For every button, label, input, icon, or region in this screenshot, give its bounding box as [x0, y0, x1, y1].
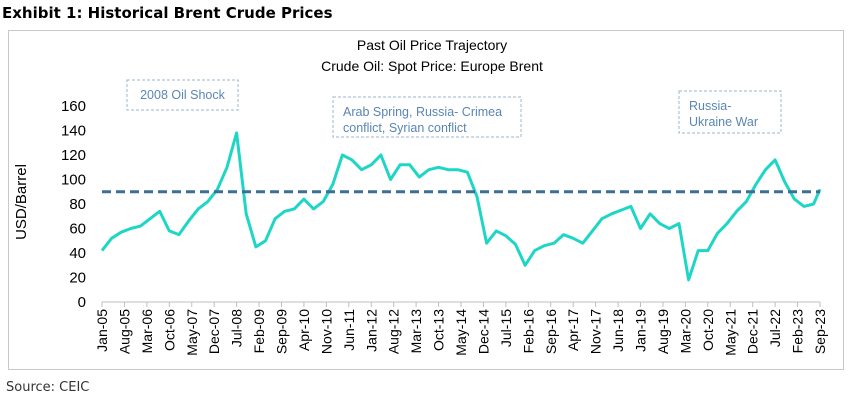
chart-subtitle: Crude Oil: Spot Price: Europe Brent — [321, 58, 543, 74]
annotations: 2008 Oil Shock Arab Spring, Russia- Crime… — [126, 79, 782, 138]
y-tick-label: 80 — [69, 196, 86, 213]
x-tick-label: May-07 — [184, 309, 200, 356]
x-tick-label: Dec-21 — [745, 309, 761, 354]
x-tick-label: Sep-16 — [543, 309, 559, 354]
x-tick-label: Dec-07 — [206, 309, 222, 354]
x-tick-label: Feb-09 — [251, 309, 267, 354]
x-tick-label: Jun-18 — [610, 309, 626, 352]
chart-title: Past Oil Price Trajectory — [357, 37, 507, 53]
brent-price-line — [100, 131, 822, 282]
x-tick-label: Aug-19 — [655, 309, 671, 354]
x-tick-label: Jul-15 — [498, 309, 514, 347]
x-tick-label: Jan-19 — [633, 309, 649, 352]
x-tick-label: Jan-05 — [94, 309, 110, 352]
annotation-text: Ukraine War — [689, 115, 758, 129]
annotation-box — [678, 90, 782, 134]
annotation-box — [332, 96, 522, 138]
x-axis-ticks: Jan-05 Aug-05 Mar-06 Oct-06 May-07 Dec-07 Jul-… — [94, 302, 828, 356]
chart-frame — [8, 30, 844, 370]
y-tick-label: 160 — [61, 98, 86, 115]
annotation-text: conflict, Syrian conflict — [343, 121, 467, 135]
annotation-text: 2008 Oil Shock — [140, 88, 226, 102]
y-tick-label: 20 — [69, 270, 86, 287]
x-tick-label: Sep-23 — [812, 309, 828, 354]
exhibit-title: Exhibit 1: Historical Brent Crude Prices — [2, 4, 333, 22]
x-tick-label: Apr-10 — [296, 309, 312, 351]
x-tick-label: Dec-14 — [475, 309, 491, 354]
y-tick-label: 140 — [61, 123, 86, 140]
x-tick-label: May-14 — [453, 309, 469, 356]
x-tick-label: Apr-17 — [565, 309, 581, 351]
x-tick-label: Feb-23 — [790, 309, 806, 354]
x-tick-label: Oct-06 — [161, 309, 177, 351]
x-tick-label: Aug-12 — [386, 309, 402, 354]
y-tick-label: 40 — [69, 245, 86, 262]
y-axis-ticks: 0 20 40 60 80 100 120 140 160 — [61, 98, 86, 311]
annotation-text: Arab Spring, Russia- Crimea — [343, 105, 502, 119]
annotation-text: Russia- — [689, 99, 731, 113]
y-tick-label: 100 — [61, 172, 86, 189]
x-tick-label: Sep-09 — [274, 309, 290, 354]
x-tick-label: Mar-20 — [677, 309, 693, 354]
x-tick-label: Aug-05 — [116, 309, 132, 354]
annotation-box — [126, 79, 239, 111]
x-tick-label: Feb-16 — [520, 309, 536, 354]
x-tick-label: Oct-13 — [431, 309, 447, 351]
x-tick-label: Jul-22 — [767, 309, 783, 347]
x-tick-label: Jul-08 — [229, 309, 245, 347]
x-tick-label: Mar-06 — [139, 309, 155, 354]
y-tick-label: 120 — [61, 147, 86, 164]
y-tick-label: 0 — [78, 294, 86, 311]
x-tick-label: Mar-13 — [408, 309, 424, 354]
x-tick-label: Nov-17 — [588, 309, 604, 354]
x-tick-label: Jun-11 — [341, 309, 357, 351]
x-tick-label: Jan-12 — [363, 309, 379, 352]
x-tick-label: May-21 — [722, 309, 738, 356]
y-tick-label: 60 — [69, 221, 86, 238]
y-axis-label: USD/Barrel — [13, 164, 30, 240]
x-tick-label: Oct-20 — [700, 309, 716, 351]
x-tick-label: Nov-10 — [318, 309, 334, 354]
source-note: Source: CEIC — [6, 380, 90, 395]
